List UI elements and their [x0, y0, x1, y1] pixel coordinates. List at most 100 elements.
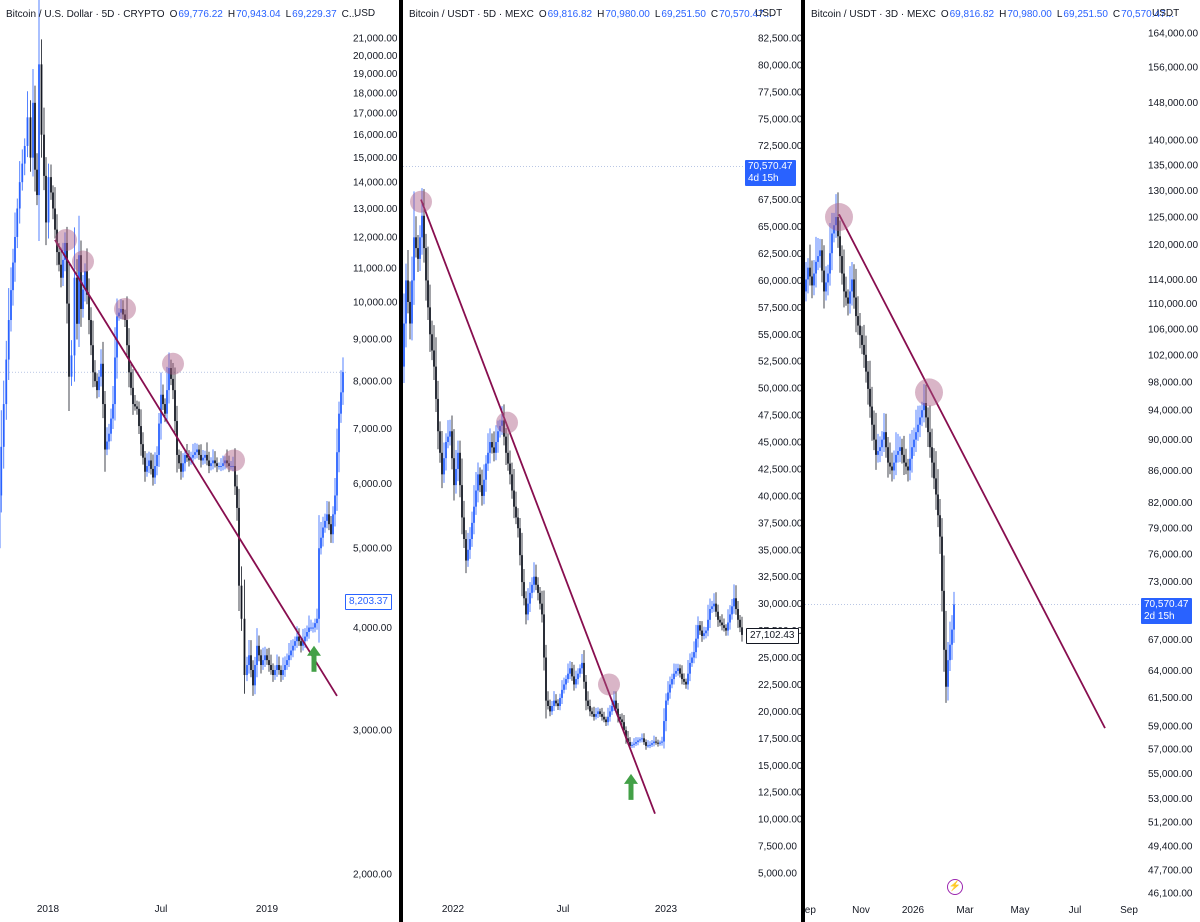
candle-body	[29, 117, 32, 158]
candle-body	[715, 603, 717, 612]
chart-2-plot[interactable]: 82,500.00 80,000.00 77,500.00 75,000.00 72,5…	[403, 0, 801, 922]
candle-body	[639, 739, 641, 741]
candle-body	[951, 629, 953, 645]
candle-body	[272, 669, 274, 676]
chart-1-last-price: 8,203.37	[345, 594, 392, 610]
candle-body	[453, 458, 455, 486]
candle-body	[208, 460, 210, 467]
candle-body	[322, 527, 324, 538]
candle-body	[881, 439, 883, 448]
candle-body	[815, 261, 817, 274]
lightning-icon[interactable]: ⚡	[947, 879, 963, 895]
candle-body	[877, 451, 879, 455]
trend-line[interactable]	[420, 199, 656, 815]
chart-3-low: 69,251.50	[1063, 8, 1108, 20]
candle-body	[493, 447, 495, 453]
candle-body	[917, 424, 919, 433]
y-tick-label: 73,000.00	[1148, 577, 1193, 588]
candle-body	[525, 598, 527, 615]
candle-body	[731, 606, 733, 615]
candle-body	[729, 614, 731, 623]
candle-body	[613, 700, 615, 706]
candle-body	[461, 485, 463, 518]
candle-body	[893, 462, 895, 471]
candle-body	[200, 454, 202, 461]
y-tick-label: 40,000.00	[758, 491, 801, 502]
candle-body	[34, 102, 36, 170]
candle-body	[531, 584, 533, 593]
candle-body	[407, 280, 409, 302]
candle-body	[82, 289, 84, 309]
chart-panel-3[interactable]: 164,000.00 156,000.00 148,000.00 140,000.00…	[805, 0, 1200, 922]
chart-1-header: Bitcoin / U.S. Dollar · 5D · CRYPTO O 69…	[0, 0, 358, 28]
trend-line[interactable]	[838, 213, 1106, 729]
y-tick-label: 2,000.00	[353, 870, 392, 881]
candle-body	[47, 177, 50, 223]
candle-body	[210, 463, 212, 467]
x-tick-label: 2026	[902, 905, 925, 916]
candle-body	[342, 372, 344, 393]
candle-body	[669, 684, 671, 693]
chart-1-currency: USD	[354, 8, 376, 19]
candle-body	[589, 706, 591, 712]
candle-body	[827, 273, 829, 283]
candle-body	[262, 660, 264, 666]
candle-body	[425, 248, 427, 281]
candle-body	[334, 495, 336, 515]
candle-body	[897, 451, 899, 455]
candle-body	[10, 290, 12, 321]
chart-1-plot[interactable]: 21,000.00 20,000.00 19,000.00 18,000.00 17,0…	[0, 0, 399, 922]
x-tick-label: 2018	[37, 904, 60, 915]
candle-body	[38, 64, 40, 196]
chart-3-open-label: O	[940, 8, 949, 20]
candle-body	[222, 463, 224, 467]
candle-body	[477, 474, 479, 491]
candle-body	[266, 655, 268, 661]
candle-body	[615, 700, 617, 709]
y-tick-label: 164,000.00	[1148, 29, 1198, 40]
chart-panel-1[interactable]: 21,000.00 20,000.00 19,000.00 18,000.00 17,0…	[0, 0, 399, 922]
y-tick-label: 106,000.00	[1148, 324, 1198, 335]
candle-body	[246, 665, 248, 676]
candle-body	[310, 627, 312, 629]
y-tick-label: 12,500.00	[758, 788, 801, 799]
candle-body	[23, 145, 26, 164]
chart-2-second-price: 27,102.43	[746, 628, 799, 644]
candle-body	[643, 738, 645, 743]
y-tick-label: 3,000.00	[353, 725, 392, 736]
candle-body	[559, 697, 561, 706]
candle-body	[481, 485, 483, 496]
candle-body	[276, 665, 278, 670]
candle-body	[182, 463, 184, 472]
candle-body	[256, 645, 258, 666]
candle-body	[901, 447, 903, 455]
y-tick-label: 57,500.00	[758, 303, 801, 314]
candle-body	[567, 673, 569, 680]
candle-body	[941, 536, 943, 591]
candle-body	[94, 372, 96, 382]
chart-3-symbol: Bitcoin / USDT · 3D · MEXC	[811, 8, 936, 20]
chart-3-last-price-countdown: 2d 15h	[1144, 611, 1175, 622]
candle-body	[427, 280, 429, 308]
y-tick-label: 4,000.00	[353, 623, 392, 634]
candle-body	[839, 236, 841, 257]
candle-body	[332, 514, 334, 535]
y-tick-label: 16,000.00	[353, 130, 398, 141]
candle-body	[663, 721, 665, 742]
candle-body	[891, 466, 893, 471]
chart-panel-2[interactable]: 82,500.00 80,000.00 77,500.00 75,000.00 72,5…	[403, 0, 801, 922]
y-tick-label: 57,000.00	[1148, 745, 1193, 756]
candle-body	[835, 217, 837, 226]
candle-body	[116, 316, 118, 358]
candle-body	[913, 439, 915, 448]
trend-line[interactable]	[54, 239, 338, 697]
chart-2-close: 70,570.47...	[719, 8, 772, 20]
chart-3-plot[interactable]: 164,000.00 156,000.00 148,000.00 140,000.00…	[805, 0, 1200, 922]
candle-body	[571, 668, 573, 677]
chart-2-high: 70,980.00	[605, 8, 650, 20]
candle-body	[841, 256, 843, 274]
candle-body	[64, 242, 66, 260]
candle-body	[871, 406, 873, 425]
candle-body	[739, 619, 741, 628]
y-tick-label: 50,000.00	[758, 384, 801, 395]
